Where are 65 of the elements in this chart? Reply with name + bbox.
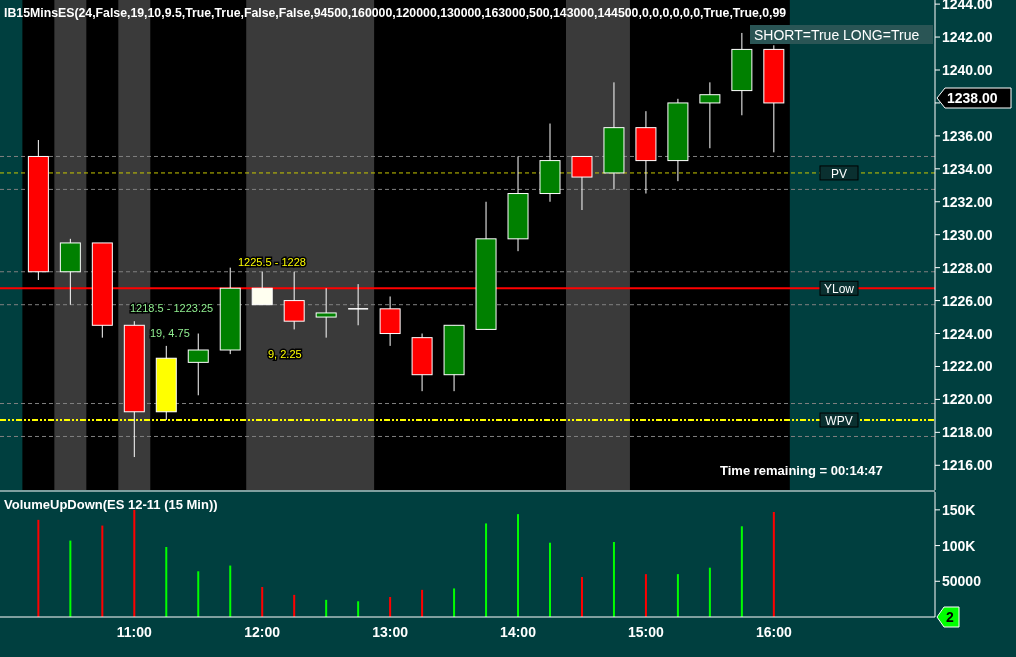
bar — [517, 514, 520, 617]
y-tick-label: 1224.00 — [942, 325, 993, 342]
y-tick-label: 1226.00 — [942, 292, 993, 309]
x-tick-label: 14:00 — [500, 624, 537, 640]
chart-title: VolumeUpDown(ES 12-11 (15 Min)) — [4, 497, 218, 512]
annotation: SHORT=True LONG=True — [754, 27, 920, 43]
y-tick-label: 1236.00 — [942, 127, 993, 144]
bar — [612, 542, 615, 617]
bar — [644, 574, 647, 617]
bar — [325, 599, 328, 617]
y-tick-label: 100K — [942, 537, 976, 554]
y-tick-label: 1216.00 — [942, 457, 993, 474]
ref-line-label: PV — [830, 166, 848, 181]
annotation: Time remaining = 00:14:47 — [720, 463, 883, 478]
y-tick-label: 1242.00 — [942, 29, 993, 46]
bar — [133, 509, 136, 617]
ref-line-label: YLow — [823, 282, 855, 297]
bar — [293, 594, 296, 617]
bar — [453, 588, 456, 617]
y-tick-label: 1220.00 — [942, 391, 993, 408]
annotation: 1218.5 - 1223.25 — [130, 302, 214, 314]
candlestick — [251, 271, 273, 306]
bar — [357, 601, 360, 617]
y-tick-label: 1234.00 — [942, 160, 993, 177]
x-tick-label: 15:00 — [628, 624, 665, 640]
y-tick-label: 150K — [942, 501, 976, 518]
x-tick-label: 11:00 — [116, 624, 153, 640]
y-tick-label: 1230.00 — [942, 226, 993, 243]
annotation: 1225.5 - 1228 — [238, 256, 306, 268]
candlestick — [347, 283, 369, 326]
text: 1238.00 — [947, 90, 998, 106]
y-tick-label: 1232.00 — [942, 193, 993, 210]
y-tick-label: 1222.00 — [942, 358, 993, 375]
bar — [708, 567, 711, 617]
bar — [580, 577, 583, 617]
text: IB15MinsES(24,False,19,10,9.5,True,True,False,False,94500,160000,120000,130000,163000,500,143000,144500,0,0,0,0,0,0,True,True,0,99 — [4, 6, 787, 20]
bar — [197, 571, 200, 617]
bar — [101, 525, 104, 617]
bar — [165, 547, 168, 617]
x-tick-label: 16:00 — [755, 624, 792, 640]
bar — [772, 512, 775, 617]
bar — [549, 542, 551, 617]
x-tick-label: 13:00 — [372, 624, 409, 640]
bar — [389, 597, 392, 617]
annotation: 9, 2.25 — [268, 348, 302, 360]
bar — [740, 526, 743, 617]
bar — [37, 519, 40, 617]
y-tick-label: 1244.00 — [942, 0, 993, 13]
y-tick-label: 50000 — [942, 573, 982, 590]
y-tick-label: 1218.00 — [942, 424, 993, 441]
text: 2 — [946, 609, 954, 625]
candlestick — [315, 287, 337, 339]
bar — [485, 523, 488, 617]
ref-line-label: WPV — [825, 414, 853, 428]
x-tick-label: 12:00 — [244, 624, 281, 640]
bar — [676, 574, 679, 617]
candlestick — [699, 81, 721, 149]
y-tick-label: 1228.00 — [942, 259, 993, 276]
bar — [421, 589, 424, 617]
annotation: 19, 4.75 — [150, 327, 190, 339]
bar — [69, 540, 72, 617]
bar — [229, 565, 232, 617]
y-tick-label: 1240.00 — [942, 62, 993, 78]
bar — [261, 587, 264, 617]
candlestick — [571, 155, 593, 211]
